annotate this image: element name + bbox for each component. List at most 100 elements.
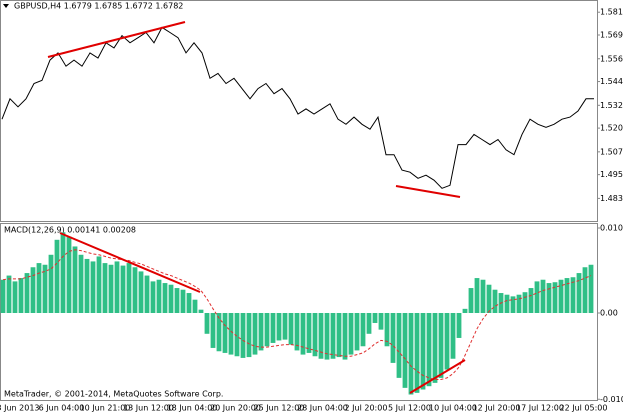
x-tick-label: 25 Jun 12:00 <box>254 404 305 413</box>
price-line <box>1 26 594 189</box>
x-tick-label: 22 Jul 05:00 <box>560 404 608 413</box>
x-tick-label: 2 Jul 20:00 <box>345 404 388 413</box>
macd-bar <box>162 283 168 313</box>
macd-bar <box>216 312 222 352</box>
macd-bar <box>318 312 324 359</box>
trend-line <box>395 185 461 198</box>
macd-bar <box>150 281 156 313</box>
macd-bar <box>450 312 456 359</box>
macd-bar <box>564 278 570 313</box>
macd-bar <box>276 312 282 341</box>
macd-bar <box>438 312 444 378</box>
macd-bar <box>66 236 72 313</box>
y-tick-label: 1.5690 <box>600 31 623 40</box>
macd-bar <box>570 277 576 313</box>
macd-bar <box>60 232 66 313</box>
trend-lines <box>47 21 466 394</box>
macd-bar <box>480 279 486 313</box>
macd-bar <box>108 264 114 313</box>
macd-bar <box>426 312 432 387</box>
macd-bar <box>18 278 24 313</box>
y-tick-label: 1.5075 <box>600 147 623 156</box>
macd-bar <box>120 265 126 313</box>
y-tick-label: 1.5565 <box>600 54 623 63</box>
signal-line <box>2 249 592 380</box>
macd-bar <box>504 294 510 313</box>
macd-bar <box>174 288 180 313</box>
macd-bar <box>468 288 474 313</box>
trend-line <box>59 232 201 293</box>
macd-bar <box>420 312 426 390</box>
macd-bar <box>588 264 594 313</box>
y-tick-label: 1.5810 <box>600 8 623 17</box>
macd-bar <box>78 254 84 313</box>
macd-bar <box>456 312 462 338</box>
macd-bar <box>546 283 552 313</box>
macd-bar <box>126 263 132 313</box>
macd-bar <box>168 284 174 313</box>
x-tick-label: 28 Jun 04:00 <box>297 404 348 413</box>
macd-bar <box>396 312 402 378</box>
macd-bar <box>324 312 330 360</box>
macd-bar <box>258 312 264 351</box>
y-tick-label: 0.00 <box>600 308 618 317</box>
menu-arrow <box>3 4 9 8</box>
macd-bar <box>144 275 150 313</box>
macd-bar <box>42 264 48 313</box>
x-tick-label: 13 Jun 12:00 <box>123 404 174 413</box>
macd-bar <box>204 312 210 334</box>
macd-bar <box>540 279 546 313</box>
y-tick-label: 0.01022 <box>600 223 623 232</box>
x-tick-label: 6 Jun 04:00 <box>39 404 85 413</box>
macd-bar <box>180 289 186 313</box>
macd-bar <box>306 312 312 353</box>
macd-bar <box>24 273 30 313</box>
macd-bar <box>402 312 408 388</box>
macd-bar <box>462 308 468 313</box>
macd-bar <box>372 312 378 323</box>
macd-bar <box>6 275 12 313</box>
trend-line <box>409 359 466 394</box>
y-tick-label: 1.5445 <box>600 77 623 86</box>
macd-bar <box>54 239 60 313</box>
price-panel <box>0 0 598 222</box>
macd-bar <box>90 261 96 313</box>
macd-bar <box>114 261 120 313</box>
macd-bar <box>132 267 138 313</box>
macd-bar <box>528 288 534 313</box>
macd-bar <box>246 312 252 358</box>
macd-bar <box>252 312 258 355</box>
macd-title: MACD(12,26,9) 0.00141 0.00208 <box>4 226 136 235</box>
macd-bar <box>510 296 516 313</box>
macd-bar <box>222 312 228 353</box>
macd-bar <box>282 312 288 340</box>
macd-bar <box>576 273 582 313</box>
macd-bar <box>432 312 438 383</box>
x-tick-label: 17 Jul 12:00 <box>516 404 564 413</box>
macd-bar <box>72 246 78 313</box>
macd-bar <box>96 256 102 313</box>
macd-bar <box>342 312 348 360</box>
macd-bar <box>378 312 384 330</box>
trend-line <box>47 21 186 58</box>
macd-bar <box>0 279 6 313</box>
macd-bar <box>414 312 420 393</box>
macd-bar <box>210 312 216 348</box>
macd-bar <box>102 263 108 313</box>
macd-bar <box>348 312 354 355</box>
macd-bar <box>48 254 54 313</box>
macd-bar <box>336 312 342 358</box>
macd-bar <box>36 263 42 313</box>
y-tick-label: 1.5320 <box>600 101 623 110</box>
price-title: GBPUSD,H4 1.6779 1.6785 1.6772 1.6782 <box>14 2 183 11</box>
macd-bar <box>270 312 276 343</box>
macd-bar <box>444 312 450 370</box>
x-tick-label: 10 Jun 21:00 <box>80 404 131 413</box>
x-tick-label: 12 Jul 20:00 <box>473 404 521 413</box>
y-tick-label: -0.01037 <box>600 395 623 404</box>
macd-bar <box>198 309 204 313</box>
macd-bar <box>84 258 90 313</box>
macd-bar <box>552 282 558 313</box>
macd-bar <box>300 312 306 355</box>
